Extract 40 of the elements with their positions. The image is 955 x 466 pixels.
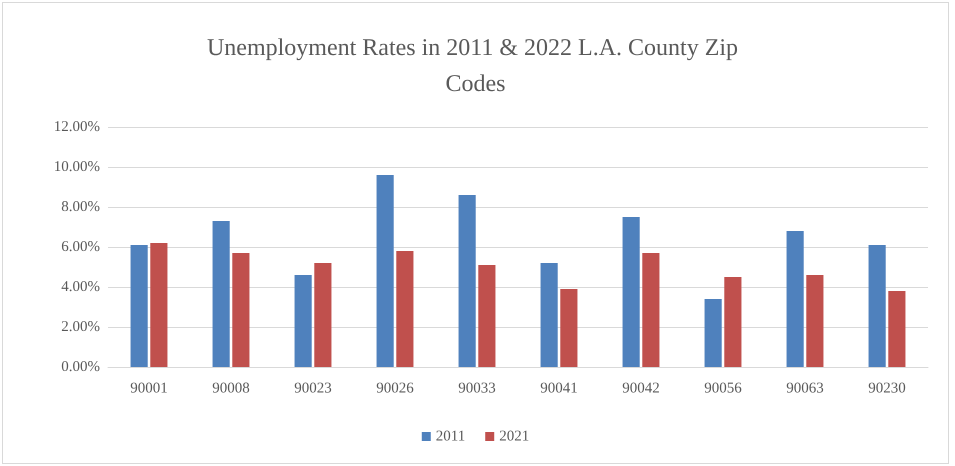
- bar: [786, 231, 804, 367]
- x-tick-label: 90023: [294, 380, 332, 396]
- bar: [232, 253, 250, 367]
- y-tick-label: 12.00%: [54, 119, 100, 135]
- x-tick-label: 90042: [622, 380, 660, 396]
- bar: [642, 253, 660, 367]
- bar: [150, 243, 168, 367]
- x-tick-label: 90001: [130, 380, 168, 396]
- bar: [724, 277, 742, 367]
- y-tick-label: 10.00%: [54, 159, 100, 175]
- legend-label: 2021: [499, 428, 530, 444]
- y-tick-label: 2.00%: [61, 319, 100, 335]
- bar: [294, 275, 312, 367]
- bar: [376, 175, 394, 367]
- chart-title: Unemployment Rates in 2011 & 2022 L.A. County Zip Codes: [206, 35, 744, 97]
- y-tick-label: 8.00%: [61, 199, 100, 215]
- bar: [704, 299, 722, 367]
- bar: [560, 289, 578, 367]
- x-tick-label: 90063: [786, 380, 824, 396]
- bar: [130, 245, 148, 367]
- x-tick-label: 90033: [458, 380, 496, 396]
- bar: [540, 263, 558, 367]
- x-tick-label: 90008: [212, 380, 250, 396]
- bar: [868, 245, 886, 367]
- x-tick-label: 90026: [376, 380, 414, 396]
- x-tick-label: 90041: [540, 380, 578, 396]
- bar: [314, 263, 332, 367]
- bar: [622, 217, 640, 367]
- y-tick-label: 0.00%: [61, 359, 100, 375]
- x-tick-label: 90230: [868, 380, 906, 396]
- bar: [478, 265, 496, 367]
- bar: [806, 275, 824, 367]
- x-tick-label: 90056: [704, 380, 742, 396]
- y-tick-label: 4.00%: [61, 279, 100, 295]
- bar: [888, 291, 906, 367]
- bar: [458, 195, 476, 367]
- bar: [212, 221, 230, 367]
- bar: [396, 251, 414, 367]
- y-tick-label: 6.00%: [61, 239, 100, 255]
- legend-label: 2011: [436, 428, 466, 444]
